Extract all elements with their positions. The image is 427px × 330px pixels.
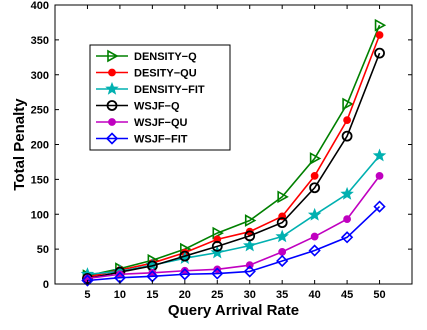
legend-label: DESITY−QU xyxy=(134,68,197,80)
legend: DENSITY−Q DESITY−QU DENSITY−FIT WSJF−Q WSJF−… xyxy=(89,44,231,151)
data-point xyxy=(277,190,289,204)
legend-marker xyxy=(108,118,116,126)
legend-label: DENSITY−FIT xyxy=(134,84,205,96)
data-point xyxy=(374,47,385,59)
series-line xyxy=(87,24,381,277)
data-point xyxy=(309,152,322,165)
data-point xyxy=(343,116,351,124)
x-tick-label: 45 xyxy=(341,289,353,301)
legend-marker xyxy=(105,132,119,145)
y-axis-label: Total Penalty xyxy=(11,98,28,191)
legend-label: WSJF−Q xyxy=(134,101,180,113)
data-point xyxy=(211,267,224,280)
y-tick-label: 0 xyxy=(43,279,49,291)
x-tick-label: 40 xyxy=(309,289,321,301)
data-point xyxy=(244,230,256,242)
data-point xyxy=(178,268,191,281)
data-point xyxy=(343,215,351,224)
data-point xyxy=(373,200,386,213)
data-point xyxy=(278,248,287,256)
x-tick-label: 50 xyxy=(373,289,385,301)
x-tick-label: 5 xyxy=(84,289,90,301)
data-point xyxy=(244,214,257,227)
data-point xyxy=(211,240,223,252)
data-point xyxy=(309,182,321,194)
legend-item: DENSITY−Q xyxy=(96,49,197,63)
data-point xyxy=(375,171,384,180)
data-point xyxy=(179,250,191,262)
y-tick-label: 50 xyxy=(37,244,49,256)
data-point xyxy=(310,232,319,241)
x-tick-label: 10 xyxy=(114,289,126,301)
legend-label: WSJF−FIT xyxy=(134,134,188,146)
data-point xyxy=(374,18,387,32)
series-line xyxy=(87,205,381,282)
plot-area xyxy=(80,18,387,287)
legend-box xyxy=(89,44,231,151)
data-point xyxy=(307,207,322,221)
series-line xyxy=(87,52,381,280)
series-line xyxy=(87,155,381,276)
legend-item: WSJF−Q xyxy=(96,100,180,113)
x-tick-label: 30 xyxy=(244,289,256,301)
y-tick-label: 250 xyxy=(31,105,49,117)
data-point xyxy=(210,245,225,259)
x-tick-label: 25 xyxy=(211,289,223,301)
x-tick-label: 15 xyxy=(146,289,158,301)
y-tick-label: 300 xyxy=(31,70,49,82)
axes: 5 10 15 20 25 30 35 40 45 50 0 50 100 150 200 250 300 350… xyxy=(31,0,413,301)
series-5 xyxy=(81,200,386,287)
y-tick-label: 350 xyxy=(31,35,49,47)
legend-label: WSJF−QU xyxy=(134,117,188,129)
legend-marker xyxy=(105,81,119,95)
data-point xyxy=(81,274,94,287)
legend-marker xyxy=(106,100,118,111)
series-line xyxy=(87,34,381,278)
data-point xyxy=(342,97,354,111)
series-2 xyxy=(80,148,387,280)
data-point xyxy=(275,229,289,243)
data-point xyxy=(372,148,387,162)
x-tick-label: 20 xyxy=(179,289,191,301)
legend-item: DENSITY−FIT xyxy=(96,81,205,96)
y-tick-label: 400 xyxy=(31,0,49,12)
data-point xyxy=(245,261,254,270)
legend-marker xyxy=(108,68,116,77)
data-point xyxy=(340,186,354,200)
data-point xyxy=(213,235,222,244)
data-point xyxy=(243,265,256,278)
data-point xyxy=(308,244,321,257)
y-tick-label: 100 xyxy=(31,209,49,221)
legend-item: WSJF−FIT xyxy=(96,132,188,146)
data-point xyxy=(375,31,384,39)
data-point xyxy=(341,130,353,142)
data-point xyxy=(340,231,354,244)
y-tick-label: 200 xyxy=(31,140,49,152)
data-point xyxy=(242,238,257,252)
data-point xyxy=(276,254,289,268)
data-point xyxy=(310,171,319,180)
x-tick-label: 35 xyxy=(276,289,288,301)
legend-item: WSJF−QU xyxy=(96,117,188,129)
legend-item: DESITY−QU xyxy=(96,68,197,80)
x-axis-label: Query Arrival Rate xyxy=(168,302,299,319)
data-point xyxy=(276,217,288,229)
legend-marker xyxy=(107,49,119,63)
legend-label: DENSITY−Q xyxy=(134,51,197,63)
series-line xyxy=(87,175,381,280)
y-tick-label: 150 xyxy=(31,174,49,186)
